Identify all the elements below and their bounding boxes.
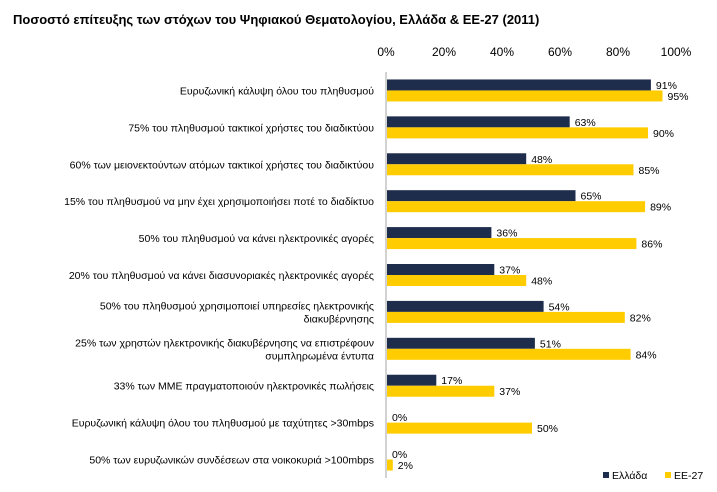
data-label: 48% — [531, 276, 552, 288]
bar-eu27 — [387, 348, 631, 360]
category-label: 50% του πληθυσμού χρησιμοποιεί υπηρεσίες… — [100, 300, 374, 312]
category-label: διακυβέρνησης — [304, 313, 374, 325]
x-tick-label: 40% — [490, 45, 514, 59]
data-label: 65% — [581, 191, 602, 203]
category-label: 25% των χρηστών ηλεκτρονικής διακυβέρνησ… — [75, 337, 374, 349]
bar-greece — [387, 374, 437, 386]
data-label: 17% — [441, 375, 462, 387]
category-label: Ευρυζωνική κάλυψη όλου του πληθυσμού — [180, 85, 374, 97]
data-label: 89% — [650, 202, 671, 214]
data-label: 82% — [630, 312, 651, 324]
category-label: 20% του πληθυσμού να κάνει διασυνοριακές… — [69, 270, 374, 282]
bar-eu27 — [387, 127, 648, 139]
legend-label-eu27: ΕΕ-27 — [674, 470, 703, 482]
data-label: 86% — [641, 239, 662, 251]
legend-swatch-eu27 — [665, 472, 671, 478]
x-tick-label: 80% — [606, 45, 630, 59]
bar-eu27 — [387, 459, 393, 471]
data-label: 90% — [653, 128, 674, 140]
bar-eu27 — [387, 90, 663, 102]
data-label: 63% — [575, 117, 596, 129]
category-label: 50% των ευρυζωνικών συνδέσεων στα νοικοκ… — [89, 455, 374, 467]
bar-eu27 — [387, 164, 634, 176]
bar-eu27 — [387, 422, 532, 434]
chart-title: Ποσοστό επίτευξης των στόχων του Ψηφιακο… — [13, 12, 540, 27]
bar-greece — [387, 79, 651, 91]
category-label: 50% του πληθυσμού να κάνει ηλεκτρονικές … — [139, 233, 374, 245]
bar-eu27 — [387, 238, 637, 250]
x-tick-label: 100% — [661, 45, 692, 59]
data-label: 95% — [668, 91, 689, 103]
bar-greece — [387, 337, 535, 349]
bar-eu27 — [387, 311, 625, 323]
category-label: 60% των μειονεκτούντων ατόμων τακτικοί χ… — [70, 159, 375, 171]
bar-greece — [387, 190, 576, 202]
x-tick-label: 0% — [377, 45, 395, 59]
category-label: 75% του πληθυσμού τακτικοί χρήστες του δ… — [128, 122, 374, 134]
category-label: συμπληρωμένα έντυπα — [265, 350, 374, 362]
bar-eu27 — [387, 275, 527, 286]
category-label: 15% του πληθυσμού να μην έχει χρησιμοποι… — [64, 196, 374, 208]
data-label: 91% — [656, 80, 677, 92]
data-label: 0% — [392, 412, 407, 424]
data-label: 51% — [540, 338, 561, 350]
data-label: 36% — [496, 228, 517, 240]
legend-label-greece: Ελλάδα — [612, 470, 647, 482]
data-label: 37% — [499, 386, 520, 398]
data-label: 50% — [537, 423, 558, 435]
data-label: 0% — [392, 449, 407, 461]
bar-greece — [387, 264, 495, 275]
bar-greece — [387, 153, 527, 165]
data-label: 54% — [549, 301, 570, 313]
category-label: Ευρυζωνική κάλυψη όλου του πληθυσμού με … — [72, 418, 374, 430]
category-label: 33% των ΜΜΕ πραγματοποιούν ηλεκτρονικές … — [114, 381, 374, 393]
data-label: 85% — [639, 165, 660, 177]
bar-greece — [387, 227, 492, 239]
bar-eu27 — [387, 385, 495, 397]
data-label: 2% — [398, 460, 413, 472]
x-tick-label: 60% — [548, 45, 572, 59]
legend-swatch-greece — [603, 472, 609, 478]
bar-greece — [387, 300, 544, 312]
data-label: 48% — [531, 154, 552, 166]
bar-eu27 — [387, 201, 646, 213]
x-tick-label: 20% — [432, 45, 456, 59]
data-label: 84% — [636, 349, 657, 361]
data-label: 37% — [499, 265, 520, 277]
bar-greece — [387, 116, 570, 128]
